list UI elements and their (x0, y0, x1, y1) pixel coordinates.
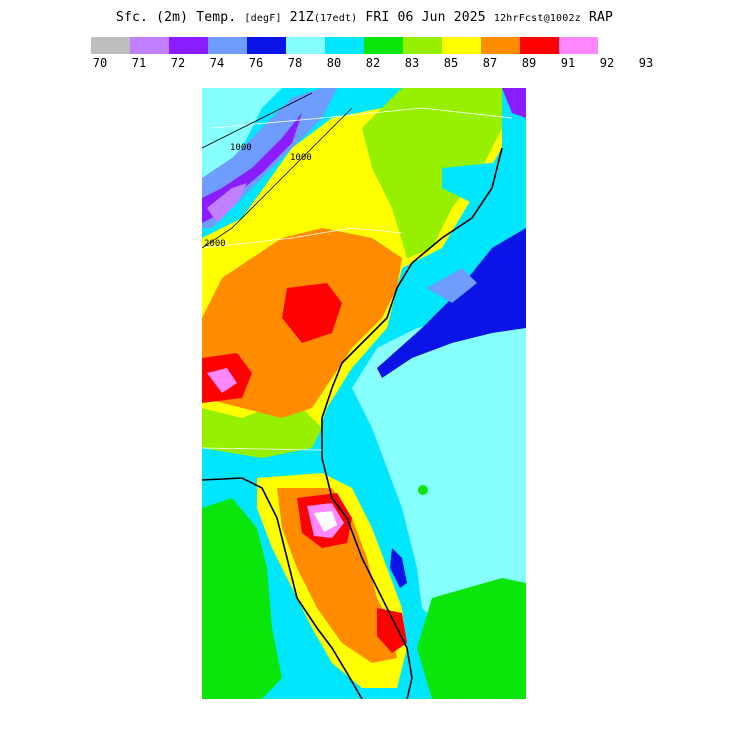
legend-label-3: 74 (209, 56, 225, 70)
temperature-map: 1000 1000 2000 (202, 88, 526, 699)
legend-labels: 70 71 72 74 76 78 80 82 83 85 87 89 91 92 93 (0, 56, 729, 72)
fl-89-south (377, 608, 407, 653)
legend-label-8: 83 (404, 56, 420, 70)
state-border-va-nc (211, 107, 513, 129)
coastline-gulf (202, 477, 363, 699)
contour-label-1: 1000 (230, 143, 252, 153)
legend-swatch-0 (91, 37, 130, 54)
legend-swatch-5 (286, 37, 325, 54)
legend-swatch-12 (559, 37, 598, 54)
legend-swatch-7 (364, 37, 403, 54)
spot-82 (418, 485, 428, 495)
title-model: RAP (588, 10, 614, 25)
temperature-field: 1000 1000 2000 (202, 88, 526, 699)
atlantic-82 (417, 578, 526, 699)
land-91-ga (207, 368, 237, 393)
legend-label-6: 80 (326, 56, 342, 70)
state-border-ga-fl (202, 447, 323, 451)
legend-label-14: 93 (638, 56, 654, 70)
mtn-71 (207, 183, 247, 223)
title-valid-time: 21Z (289, 10, 314, 25)
legend-label-7: 82 (365, 56, 381, 70)
legend-swatch-2 (169, 37, 208, 54)
chart-title: Sfc. (2m) Temp. [degF] 21Z(17edt) FRI 06… (0, 10, 729, 25)
legend-label-13: 92 (599, 56, 615, 70)
ocean-76 (377, 228, 526, 378)
legend-swatch-9 (442, 37, 481, 54)
contour-label-3: 2000 (204, 239, 226, 249)
legend-swatch-6 (325, 37, 364, 54)
legend-label-2: 72 (170, 56, 186, 70)
title-field: Sfc. (2m) Temp. (115, 10, 237, 25)
legend-label-0: 70 (92, 56, 108, 70)
contour-1000 (202, 92, 313, 149)
coastal-76 (390, 548, 407, 588)
gulf-82 (202, 498, 282, 699)
legend-swatch-10 (481, 37, 520, 54)
title-valid-local: (17edt) (313, 13, 358, 24)
legend-swatch-4 (247, 37, 286, 54)
mtn-72-ne (502, 88, 526, 118)
legend-swatch-11 (520, 37, 559, 54)
title-forecast: 12hrFcst@1002z (493, 13, 581, 24)
legend-label-5: 78 (287, 56, 303, 70)
color-legend (91, 37, 598, 54)
legend-swatch-1 (130, 37, 169, 54)
legend-label-11: 89 (521, 56, 537, 70)
land-83-north (362, 88, 502, 258)
coastline-east (321, 147, 503, 699)
legend-label-10: 87 (482, 56, 498, 70)
state-border-nc-sc (202, 227, 403, 249)
contour-2000 (202, 107, 353, 249)
contour-label-2: 1000 (290, 153, 312, 163)
ocean-74 (427, 268, 477, 303)
title-valid-date: FRI 06 Jun 2025 (365, 10, 486, 25)
legend-swatch-8 (403, 37, 442, 54)
legend-label-12: 91 (560, 56, 576, 70)
legend-label-4: 76 (248, 56, 264, 70)
coast-80-va (442, 163, 502, 203)
land-89-sc (282, 283, 342, 343)
legend-label-9: 85 (443, 56, 459, 70)
title-units: [degF] (244, 13, 282, 24)
legend-label-1: 71 (131, 56, 147, 70)
fl-93 (314, 511, 337, 532)
legend-swatch-3 (208, 37, 247, 54)
